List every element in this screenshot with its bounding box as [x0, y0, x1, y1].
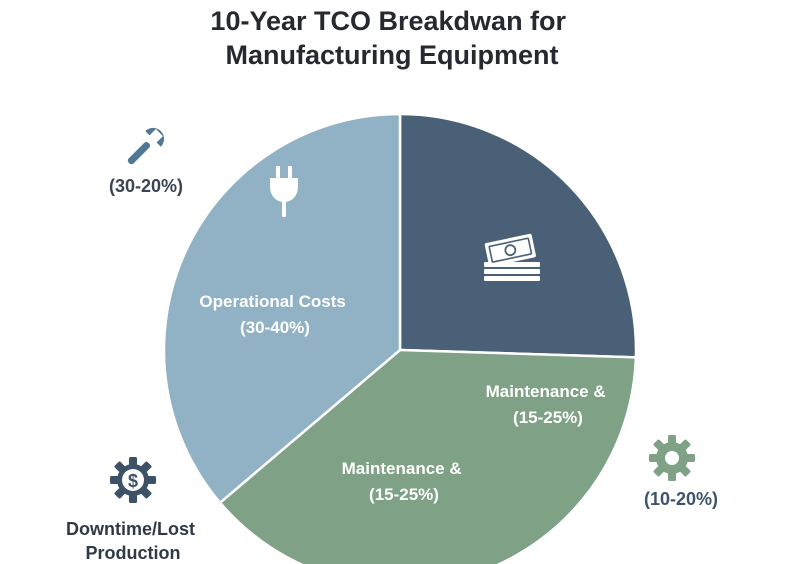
chart-title: 10-Year TCO Breakdwan for Manufacturing …: [210, 6, 573, 70]
wrench-icon: [127, 127, 165, 165]
chart-title-line-1: 10-Year TCO Breakdwan for: [210, 6, 566, 36]
label-operational-costs-line-1: Operational Costs: [199, 292, 345, 311]
pie-slice-maintenance: [218, 348, 638, 564]
annotation-maintenance-line-2: (15-25%): [513, 408, 583, 427]
label-initial-investment: Initial Investment (20-30%): [555, 134, 699, 179]
pie-slices: [162, 112, 638, 564]
money-stack-icon: [484, 233, 540, 281]
dollar-gear-icon: $: [110, 457, 156, 503]
plug-icon: [270, 166, 298, 217]
pie-slice-operational-costs: [162, 112, 402, 504]
label-initial-investment-line-1: Initial Investment: [555, 134, 694, 153]
pie-slice-initial-investment: [398, 112, 638, 359]
label-maintenance-line-1: Maintenance &: [342, 459, 462, 478]
label-operational-costs: Operational Costs (30-40%): [199, 292, 350, 337]
annotation-downtime: Downtime/Lost Production: [66, 519, 200, 563]
label-initial-investment-line-2: (20-30%): [592, 160, 662, 179]
label-operational-costs-line-2: (30-40%): [240, 318, 310, 337]
label-maintenance: Maintenance & (15-25%): [342, 459, 467, 504]
label-maintenance-line-2: (15-25%): [369, 485, 439, 504]
annotation-wrench-percent: (30-20%): [109, 176, 183, 196]
annotation-maintenance: Maintenance & (15-25%): [486, 382, 611, 427]
annotation-maintenance-line-1: Maintenance &: [486, 382, 606, 401]
svg-text:$: $: [128, 471, 138, 491]
annotation-gear-percent: (10-20%): [644, 489, 718, 509]
chart-title-line-2: Manufacturing Equipment: [226, 40, 559, 70]
gear-icon: [649, 435, 695, 481]
